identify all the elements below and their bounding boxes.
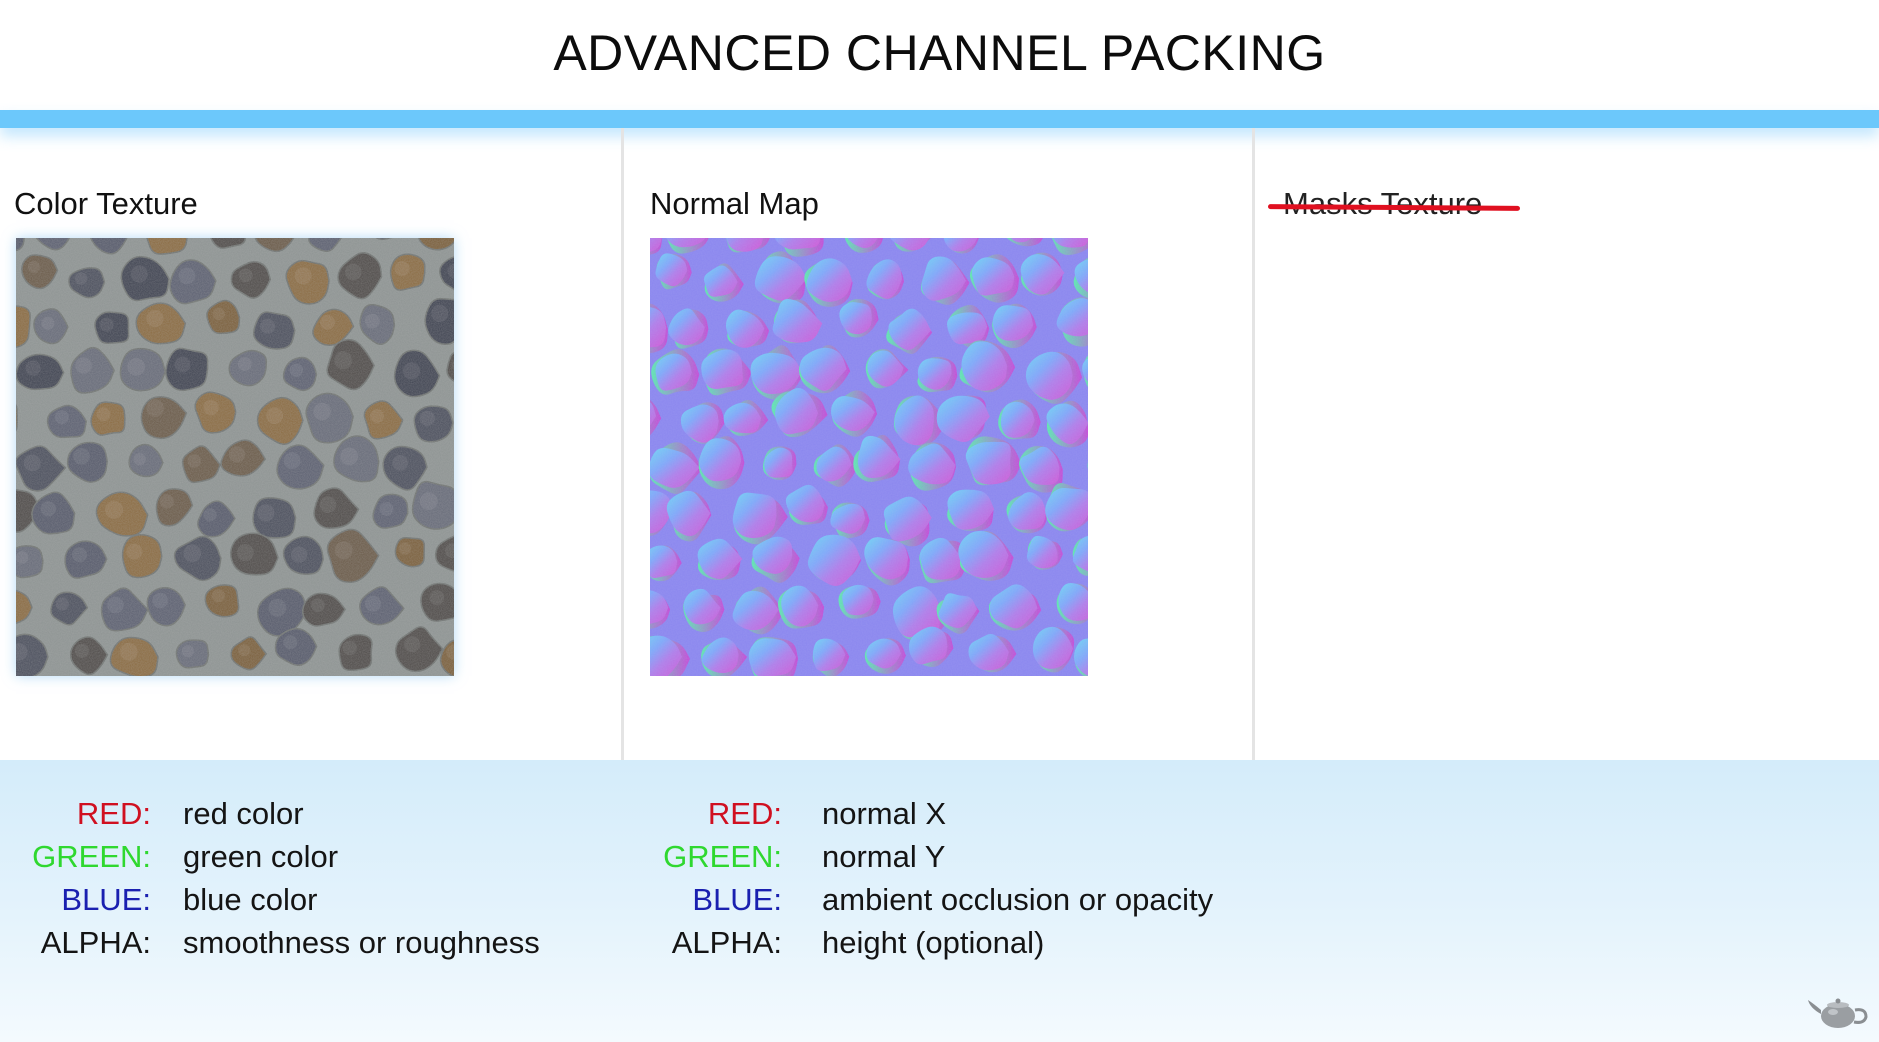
channel-value-alpha: smoothness or roughness — [183, 925, 540, 960]
channel-value-green: green color — [183, 839, 339, 874]
masks-texture-label: Masks Texture — [1283, 186, 1483, 221]
channel-name-green: GREEN: — [32, 839, 151, 874]
teapot-icon — [1808, 998, 1868, 1028]
channel-legend-panel — [0, 760, 1879, 1042]
channel-name-alpha: ALPHA: — [40, 925, 151, 960]
channel-name-blue: BLUE: — [692, 882, 782, 917]
column-divider — [1252, 128, 1255, 760]
channel-value-blue: blue color — [183, 882, 318, 917]
channel-name-alpha: ALPHA: — [671, 925, 782, 960]
accent-bar — [0, 110, 1879, 128]
channel-name-red: RED: — [76, 796, 151, 831]
channel-name-green: GREEN: — [663, 839, 782, 874]
normal-map-label: Normal Map — [650, 186, 819, 221]
normal-map-image — [650, 238, 1088, 676]
color-texture-label: Color Texture — [14, 186, 198, 221]
channel-value-alpha: height (optional) — [822, 925, 1045, 960]
channel-value-blue: ambient occlusion or opacity — [822, 882, 1214, 917]
channel-name-red: RED: — [707, 796, 782, 831]
channel-value-red: normal X — [822, 796, 947, 831]
column-divider — [621, 128, 624, 760]
channel-name-blue: BLUE: — [61, 882, 151, 917]
channel-value-red: red color — [183, 796, 304, 831]
page-title: ADVANCED CHANNEL PACKING — [553, 25, 1326, 81]
channel-value-green: normal Y — [822, 839, 946, 874]
color-texture-image — [16, 238, 454, 676]
